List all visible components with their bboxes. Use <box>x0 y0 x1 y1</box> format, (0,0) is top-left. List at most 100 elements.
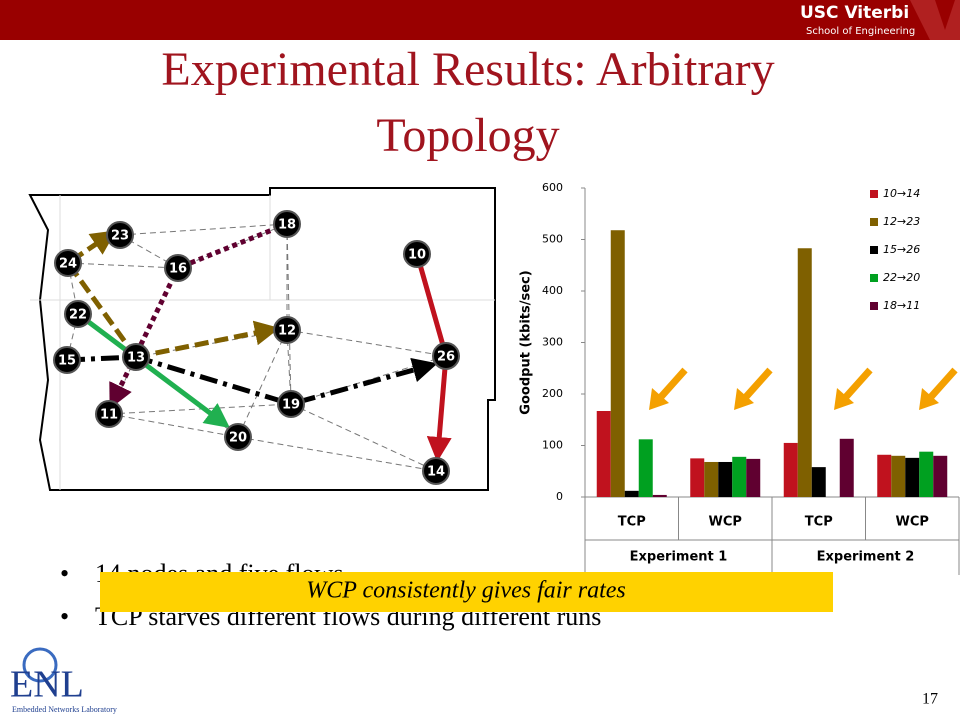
y-tick-label: 500 <box>542 233 563 246</box>
bullet: • <box>60 602 69 631</box>
x-tick-label: WCP <box>896 515 929 530</box>
node <box>164 254 192 282</box>
y-tick-label: 200 <box>542 387 563 400</box>
flow-arrow <box>76 312 230 428</box>
x-group-label: Experiment 2 <box>817 550 915 565</box>
bar <box>839 438 854 497</box>
bar <box>732 456 747 497</box>
link <box>108 403 292 415</box>
node <box>277 390 305 418</box>
pointer-arrow <box>657 367 688 401</box>
header-mark <box>910 0 960 40</box>
bar <box>596 410 611 497</box>
node-label: 11 <box>100 408 118 423</box>
x-tick-label: TCP <box>618 515 646 530</box>
node <box>95 400 123 428</box>
link <box>108 413 239 438</box>
header-logo: USC Viterbi <box>800 3 909 23</box>
bar <box>891 455 906 497</box>
x-tick-label: WCP <box>709 515 742 530</box>
bar <box>610 230 625 498</box>
pointer-arrow-head <box>919 388 939 410</box>
node <box>273 316 301 344</box>
bar <box>919 451 934 497</box>
callout-box <box>100 572 833 612</box>
topology-diagram: 23 24 16 18 10 22 12 15 13 26 11 19 20 14 <box>28 187 496 491</box>
legend-swatch <box>870 218 878 226</box>
bar <box>690 458 705 497</box>
node <box>273 210 301 238</box>
legend-label: 12→23 <box>883 215 920 228</box>
bar <box>638 439 653 497</box>
pointer-arrow <box>742 367 773 401</box>
bar <box>718 461 733 497</box>
node <box>54 249 82 277</box>
pointer-arrow <box>927 367 958 401</box>
y-tick-label: 100 <box>542 439 563 452</box>
page-number: 17 <box>922 691 938 708</box>
node-label: 23 <box>111 229 129 244</box>
node <box>224 423 252 451</box>
bar <box>624 490 639 497</box>
bar <box>746 458 761 497</box>
bar <box>797 248 812 497</box>
chart: 0 100 200 300 400 500 600 Goodput (kbits/sec) TC… <box>519 181 960 575</box>
legend-label: 10→14 <box>883 187 920 200</box>
node-label: 26 <box>437 350 455 365</box>
legend-label: 18→11 <box>883 299 920 312</box>
floor-grid <box>30 195 495 490</box>
header-band <box>0 0 960 40</box>
footer-logo: ENL <box>10 664 84 706</box>
bar <box>704 461 719 497</box>
y-tick-label: 0 <box>556 490 563 503</box>
node-label: 14 <box>427 465 445 480</box>
node <box>53 346 81 374</box>
node-label: 15 <box>58 354 76 369</box>
bar <box>783 442 798 497</box>
y-tick-label: 300 <box>542 336 563 349</box>
flow-arrow <box>66 354 438 407</box>
link <box>237 436 437 472</box>
pointer-arrow-head <box>649 388 669 410</box>
node <box>403 240 431 268</box>
title: Topology <box>376 109 559 162</box>
legend-label: 22→20 <box>883 271 920 284</box>
bar <box>905 457 920 497</box>
x-tick-label: TCP <box>805 515 833 530</box>
flow-arrow <box>135 320 280 360</box>
bar <box>877 454 892 497</box>
bar <box>652 494 667 497</box>
legend-label: 15→26 <box>883 243 920 256</box>
legend-swatch <box>870 246 878 254</box>
bar <box>811 467 826 497</box>
title: Experimental Results: Arbitrary <box>161 43 774 96</box>
x-group-label: Experiment 1 <box>630 550 728 565</box>
legend-swatch <box>870 190 878 198</box>
link <box>286 329 447 357</box>
node-label: 20 <box>229 431 247 446</box>
pointer-arrow-head <box>734 388 754 410</box>
node-label: 12 <box>278 324 296 339</box>
node <box>432 342 460 370</box>
link <box>119 223 288 236</box>
header-logo-sub: School of Engineering <box>806 26 915 37</box>
link <box>290 403 437 472</box>
bar <box>933 455 948 497</box>
node-label: 16 <box>169 262 187 277</box>
y-axis-label: Goodput (kbits/sec) <box>519 270 534 414</box>
footer-logo-sub: Embedded Networks Laboratory <box>12 705 117 714</box>
link <box>67 262 179 269</box>
legend-swatch <box>870 274 878 282</box>
y-tick-label: 400 <box>542 284 563 297</box>
node-label: 10 <box>408 248 426 263</box>
node-label: 19 <box>282 398 300 413</box>
pointer-arrow-head <box>834 388 854 410</box>
link <box>66 313 79 361</box>
legend-swatch <box>870 302 878 310</box>
link <box>286 223 292 405</box>
pointer-arrow <box>842 367 873 401</box>
node-label: 22 <box>69 308 87 323</box>
node <box>422 457 450 485</box>
node-label: 18 <box>278 218 296 233</box>
